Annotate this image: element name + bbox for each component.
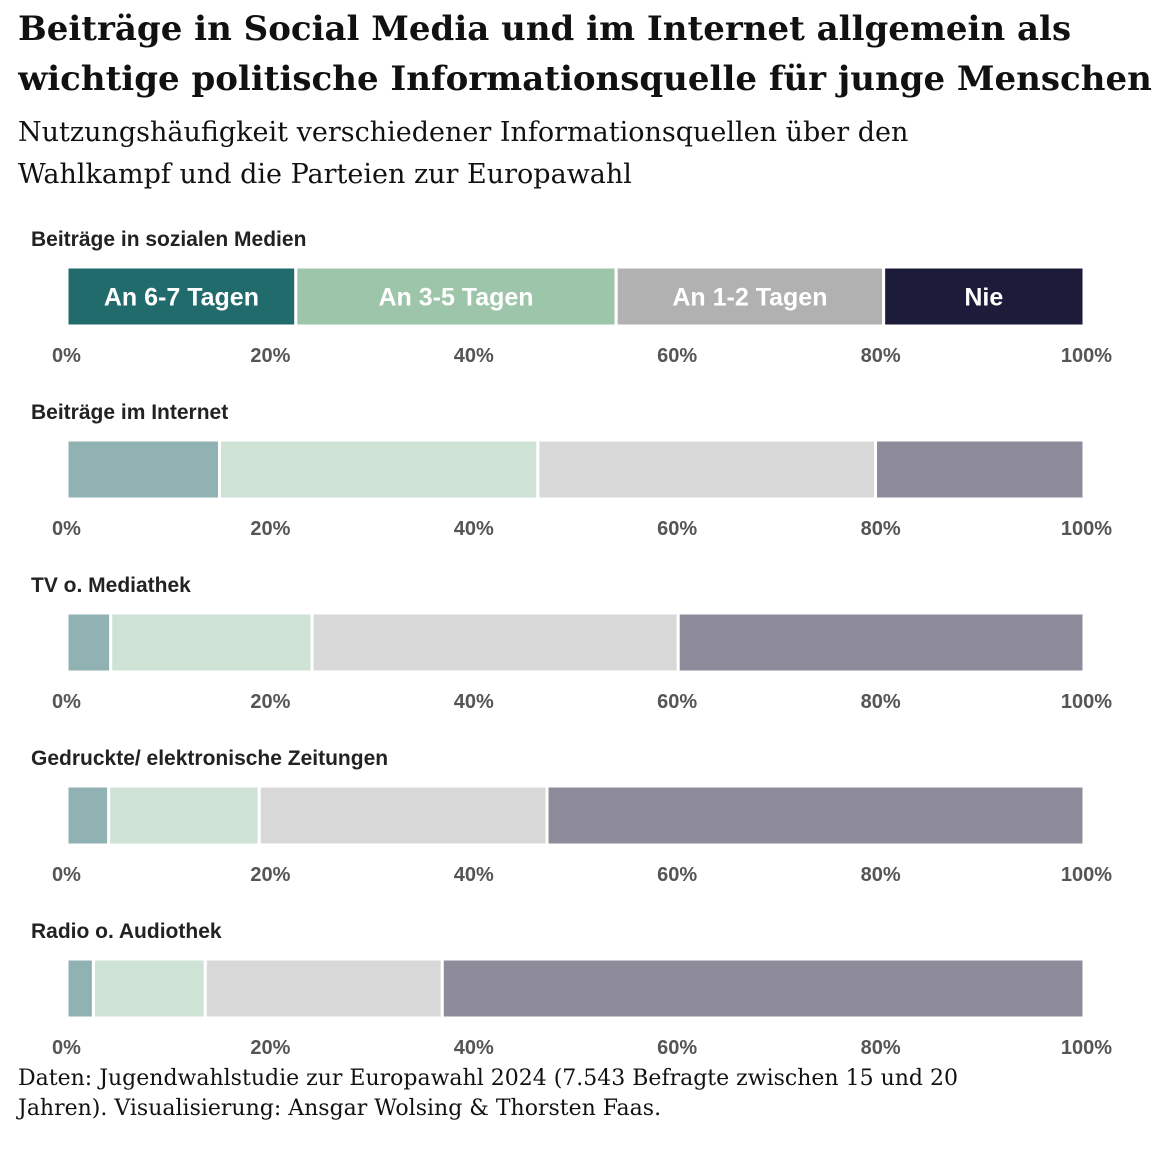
tick-label-3-5: 100% — [1061, 864, 1112, 886]
tick-label-1-3: 60% — [657, 518, 697, 540]
bar-segment-1-0 — [65, 438, 222, 501]
tick-label-3-4: 80% — [861, 864, 901, 886]
panel-2: TV o. Mediathek 0% 20% 40% 60% 80% 100% — [31, 574, 1112, 713]
tick-label-1-2: 40% — [454, 518, 494, 540]
tick-label-2-4: 80% — [861, 691, 901, 713]
segment-label-3: Nie — [964, 284, 1003, 312]
tick-label-1-1: 20% — [250, 518, 290, 540]
stacked-bar-chart: Beiträge in sozialen Medien An 6-7 Tagen A… — [31, 228, 1112, 1059]
tick-label-0-3: 60% — [657, 345, 697, 367]
panel-title-3: Gedruckte/ elektronische Zeitungen — [31, 747, 388, 770]
segment-label-1: An 3-5 Tagen — [378, 284, 533, 312]
tick-label-2-3: 60% — [657, 691, 697, 713]
bar-segment-4-0 — [65, 957, 95, 1020]
bar-segment-2-2 — [310, 611, 680, 674]
tick-label-2-5: 100% — [1061, 691, 1112, 713]
tick-label-3-1: 20% — [250, 864, 290, 886]
panel-3: Gedruckte/ elektronische Zeitungen 0% 20% 4… — [31, 747, 1112, 886]
bar-segment-3-1 — [107, 784, 261, 847]
tick-label-0-0: 0% — [52, 345, 81, 367]
panel-0: Beiträge in sozialen Medien An 6-7 Tagen A… — [31, 228, 1112, 367]
chart-title-line-1: Beiträge in Social Media und im Internet… — [18, 9, 1072, 49]
chart-caption-line-2: Jahren). Visualisierung: Ansgar Wolsing … — [18, 1096, 662, 1121]
tick-label-4-5: 100% — [1061, 1037, 1112, 1059]
bar-segment-0-1 — [294, 265, 618, 328]
chart-caption-line-1: Daten: Jugendwahlstudie zur Europawahl 2… — [18, 1066, 958, 1091]
tick-label-1-0: 0% — [52, 518, 81, 540]
bar-segment-4-1 — [91, 957, 207, 1020]
bar-segment-3-3 — [545, 784, 1086, 847]
bar-segment-0-3 — [882, 265, 1086, 328]
chart-title: Beiträge in Social Media und im Internet… — [18, 4, 1152, 104]
segment-label-0: An 6-7 Tagen — [104, 284, 259, 312]
tick-label-1-4: 80% — [861, 518, 901, 540]
chart-caption: Daten: Jugendwahlstudie zur Europawahl 2… — [18, 1064, 1128, 1124]
tick-label-0-1: 20% — [250, 345, 290, 367]
segment-label-2: An 1-2 Tagen — [672, 284, 827, 312]
bar-segment-2-3 — [676, 611, 1086, 674]
tick-label-2-0: 0% — [52, 691, 81, 713]
tick-label-0-2: 40% — [454, 345, 494, 367]
tick-label-3-2: 40% — [454, 864, 494, 886]
tick-label-4-4: 80% — [861, 1037, 901, 1059]
tick-label-3-0: 0% — [52, 864, 81, 886]
tick-label-4-2: 40% — [454, 1037, 494, 1059]
tick-label-3-3: 60% — [657, 864, 697, 886]
tick-label-4-1: 20% — [250, 1037, 290, 1059]
bar-segment-1-1 — [218, 438, 540, 501]
chart-title-line-2: wichtige politische Informationsquelle f… — [18, 59, 1152, 99]
bar-segment-3-2 — [257, 784, 549, 847]
bar-segment-3-0 — [65, 784, 111, 847]
chart-subtitle-line-1: Nutzungshäufigkeit verschiedener Informa… — [18, 117, 909, 148]
tick-label-0-4: 80% — [861, 345, 901, 367]
tick-label-0-5: 100% — [1061, 345, 1112, 367]
bar-segment-2-0 — [65, 611, 113, 674]
bar-segment-4-3 — [440, 957, 1086, 1020]
tick-label-4-3: 60% — [657, 1037, 697, 1059]
panel-title-4: Radio o. Audiothek — [31, 920, 222, 943]
bar-segment-4-2 — [203, 957, 444, 1020]
panel-1: Beiträge im Internet 0% 20% 40% 60% 80% 100% — [31, 401, 1112, 540]
tick-label-4-0: 0% — [52, 1037, 81, 1059]
chart-subtitle: Nutzungshäufigkeit verschiedener Informa… — [18, 112, 1138, 196]
tick-label-2-1: 20% — [250, 691, 290, 713]
panel-title-1: Beiträge im Internet — [31, 401, 228, 424]
bar-segment-1-2 — [536, 438, 878, 501]
chart-subtitle-line-2: Wahlkampf und die Parteien zur Europawah… — [18, 159, 632, 190]
panel-title-0: Beiträge in sozialen Medien — [31, 228, 306, 251]
tick-label-2-2: 40% — [454, 691, 494, 713]
bar-segment-0-2 — [614, 265, 886, 328]
panel-4: Radio o. Audiothek 0% 20% 40% 60% 80% 100% — [31, 920, 1112, 1059]
bar-segment-1-3 — [874, 438, 1086, 501]
bar-segment-2-1 — [109, 611, 314, 674]
panel-title-2: TV o. Mediathek — [31, 574, 191, 597]
tick-label-1-5: 100% — [1061, 518, 1112, 540]
bar-segment-0-0 — [65, 265, 298, 328]
